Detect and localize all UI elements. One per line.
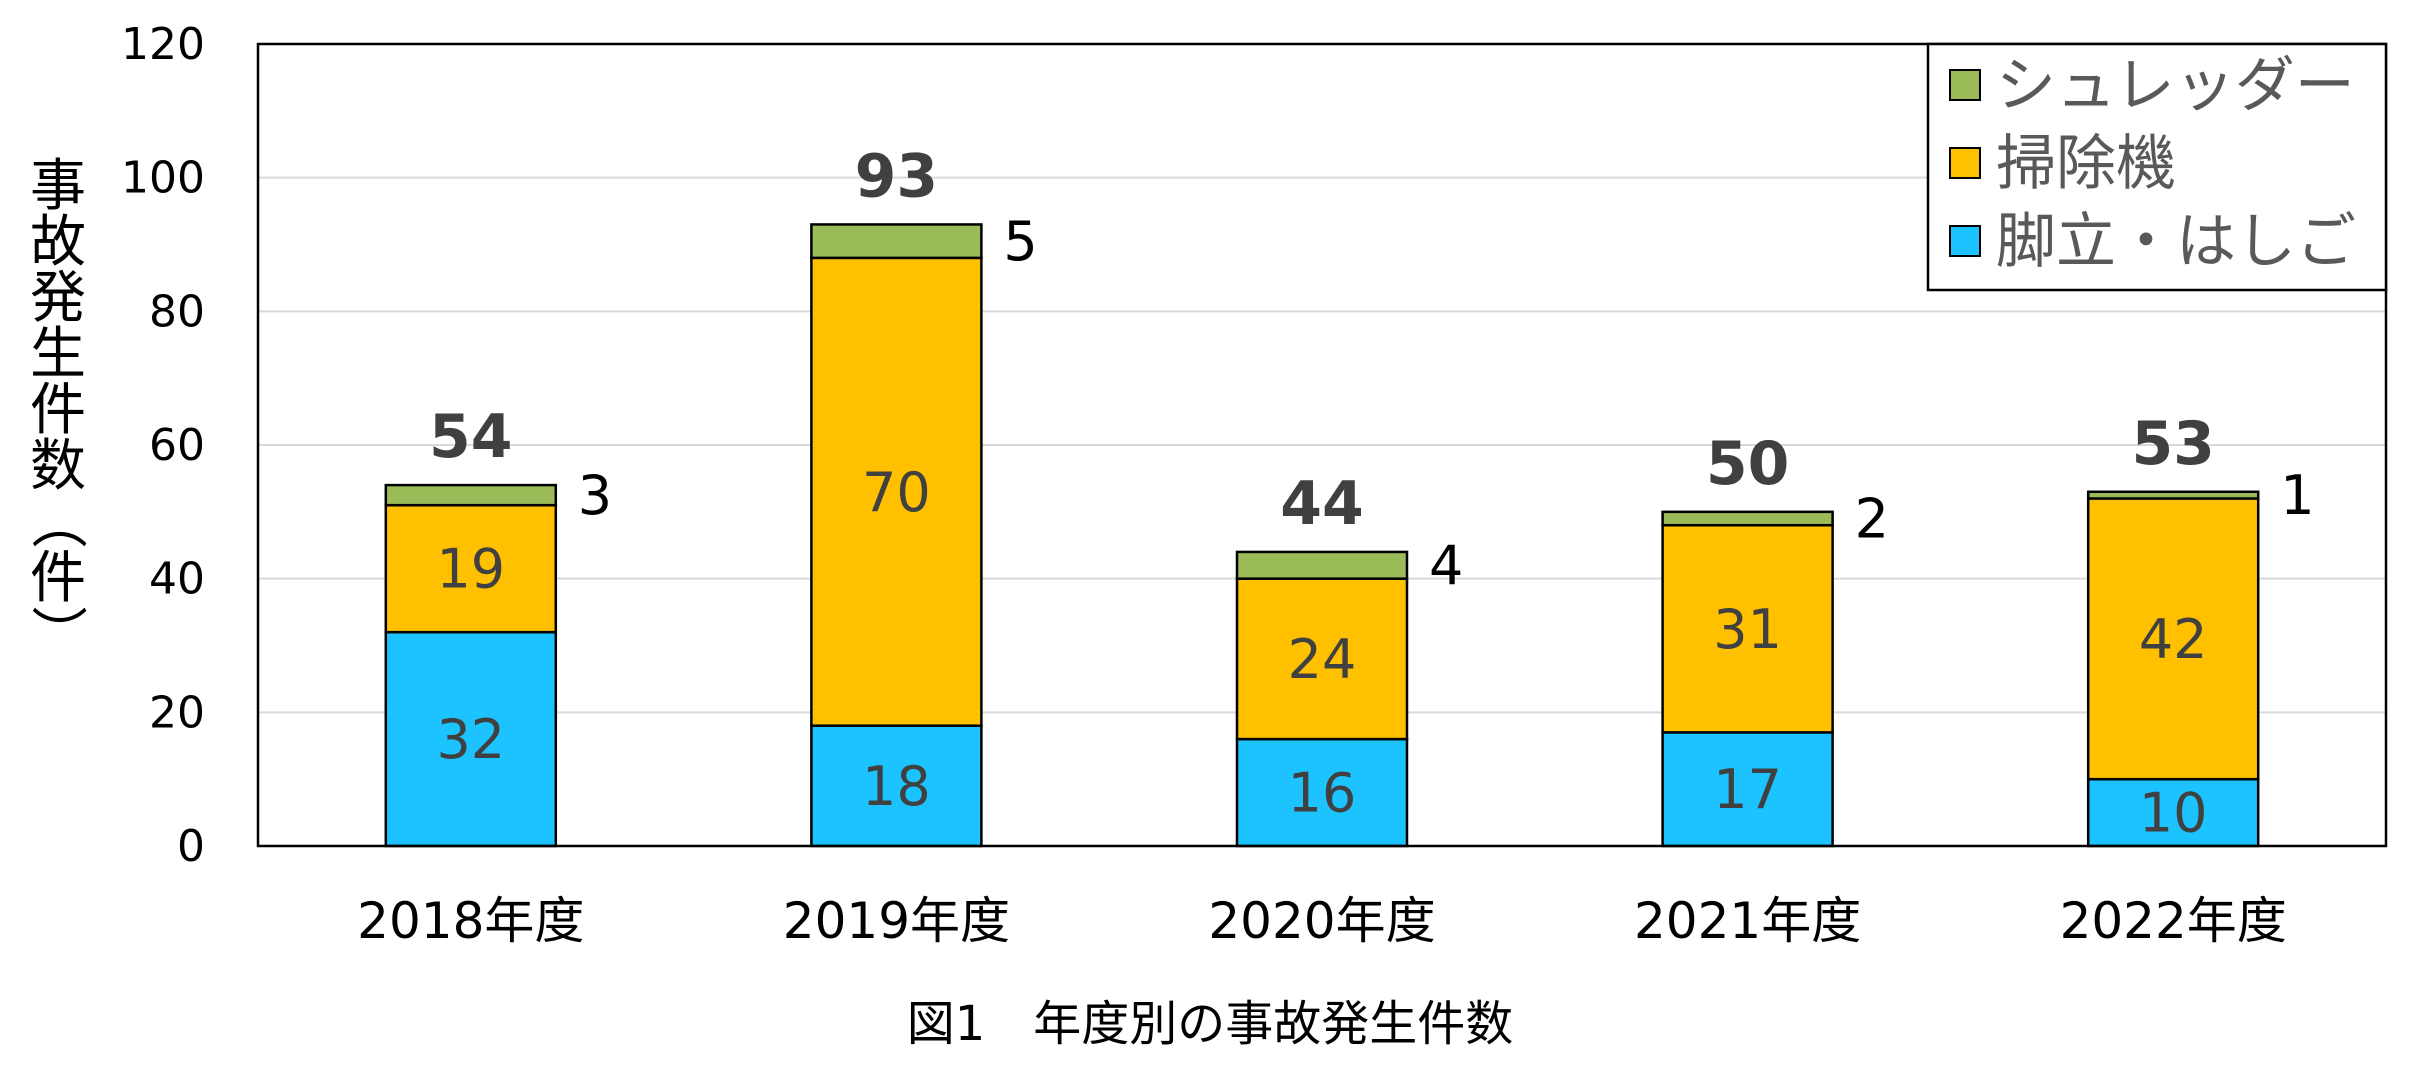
x-category-label: 2018年度 xyxy=(357,892,584,950)
segment-value-label: 70 xyxy=(862,461,931,524)
segment-value-label: 17 xyxy=(1713,758,1782,821)
x-category-label: 2019年度 xyxy=(783,892,1010,950)
bar-segment xyxy=(2086,777,2260,848)
total-value-label: 44 xyxy=(1280,469,1364,539)
bar-segment xyxy=(1661,523,1834,734)
segment-value-label: 5 xyxy=(1003,210,1037,273)
y-axis-label-char: （ xyxy=(24,493,89,549)
y-axis-ticks: 0 20 40 60 80 100 120 xyxy=(121,19,205,872)
y-axis-label-char: 件 xyxy=(30,546,86,611)
y-axis-label-char: 事 xyxy=(30,154,86,219)
legend-label: 掃除機 xyxy=(1996,129,2176,199)
x-category-label: 2021年度 xyxy=(1634,892,1861,950)
bar-segment xyxy=(384,483,558,507)
y-axis-label-char: 数 xyxy=(30,434,86,499)
gridlines xyxy=(258,176,2386,714)
legend-label: 脚立・はしご xyxy=(1996,207,2356,277)
total-value-label: 54 xyxy=(429,402,513,472)
y-axis-label-char: ） xyxy=(24,605,89,661)
x-category-label: 2020年度 xyxy=(1208,892,1435,950)
segment-value-label: 24 xyxy=(1288,628,1357,691)
segment-value-label: 4 xyxy=(1429,534,1463,597)
bar-segment xyxy=(384,503,558,634)
bar-segment xyxy=(384,630,558,848)
plot-frame xyxy=(256,42,2388,848)
figure-caption: 図1 年度別の事故発生件数 xyxy=(907,996,1514,1052)
y-tick-label: 80 xyxy=(149,286,205,337)
legend-swatch xyxy=(1949,69,1981,101)
bar-segment xyxy=(1661,731,1834,848)
segment-value-label: 19 xyxy=(436,538,505,601)
total-value-label: 50 xyxy=(1706,429,1790,499)
segment-value-label: 42 xyxy=(2139,608,2208,671)
y-axis-label-char: 生 xyxy=(30,322,86,387)
x-category-label: 2022年度 xyxy=(2060,892,2287,950)
bar-segment xyxy=(810,223,983,260)
y-axis-label-char: 発 xyxy=(30,266,86,331)
y-axis-label: 事故発生件数（件） xyxy=(24,154,89,661)
total-value-label: 53 xyxy=(2131,409,2215,479)
y-axis-label-char: 件 xyxy=(30,378,86,443)
segment-value-label: 16 xyxy=(1288,762,1357,825)
x-axis-categories: 2018年度 2019年度 2020年度 2021年度 2022年度 xyxy=(357,892,2287,950)
bar-segment xyxy=(1661,510,1834,527)
segment-value-label: 10 xyxy=(2139,782,2208,845)
segment-value-label: 2 xyxy=(1855,488,1889,551)
bar-segment xyxy=(810,256,983,727)
y-tick-label: 20 xyxy=(149,687,205,738)
y-tick-label: 60 xyxy=(149,420,205,471)
y-tick-label: 120 xyxy=(121,19,205,70)
segment-value-label: 31 xyxy=(1713,598,1782,661)
segment-value-label: 32 xyxy=(436,708,505,771)
bar-segment xyxy=(1235,577,1409,741)
bar-segment xyxy=(1235,550,1409,580)
legend-box xyxy=(1926,42,2388,292)
legend-label: シュレッダー xyxy=(1996,51,2355,121)
legend-swatch xyxy=(1949,225,1981,257)
bar-segment xyxy=(2086,490,2260,500)
segment-value-label: 3 xyxy=(578,464,612,527)
y-axis-label-char: 故 xyxy=(30,210,86,275)
legend-swatch xyxy=(1949,147,1981,179)
bar-segment xyxy=(810,724,983,848)
y-tick-label: 100 xyxy=(121,153,205,204)
bar-segment xyxy=(2086,497,2260,781)
y-tick-label: 0 xyxy=(177,821,205,872)
total-value-label: 93 xyxy=(855,141,939,211)
segment-value-label: 18 xyxy=(862,755,931,818)
y-tick-label: 40 xyxy=(149,554,205,605)
segment-value-label: 1 xyxy=(2280,464,2314,527)
